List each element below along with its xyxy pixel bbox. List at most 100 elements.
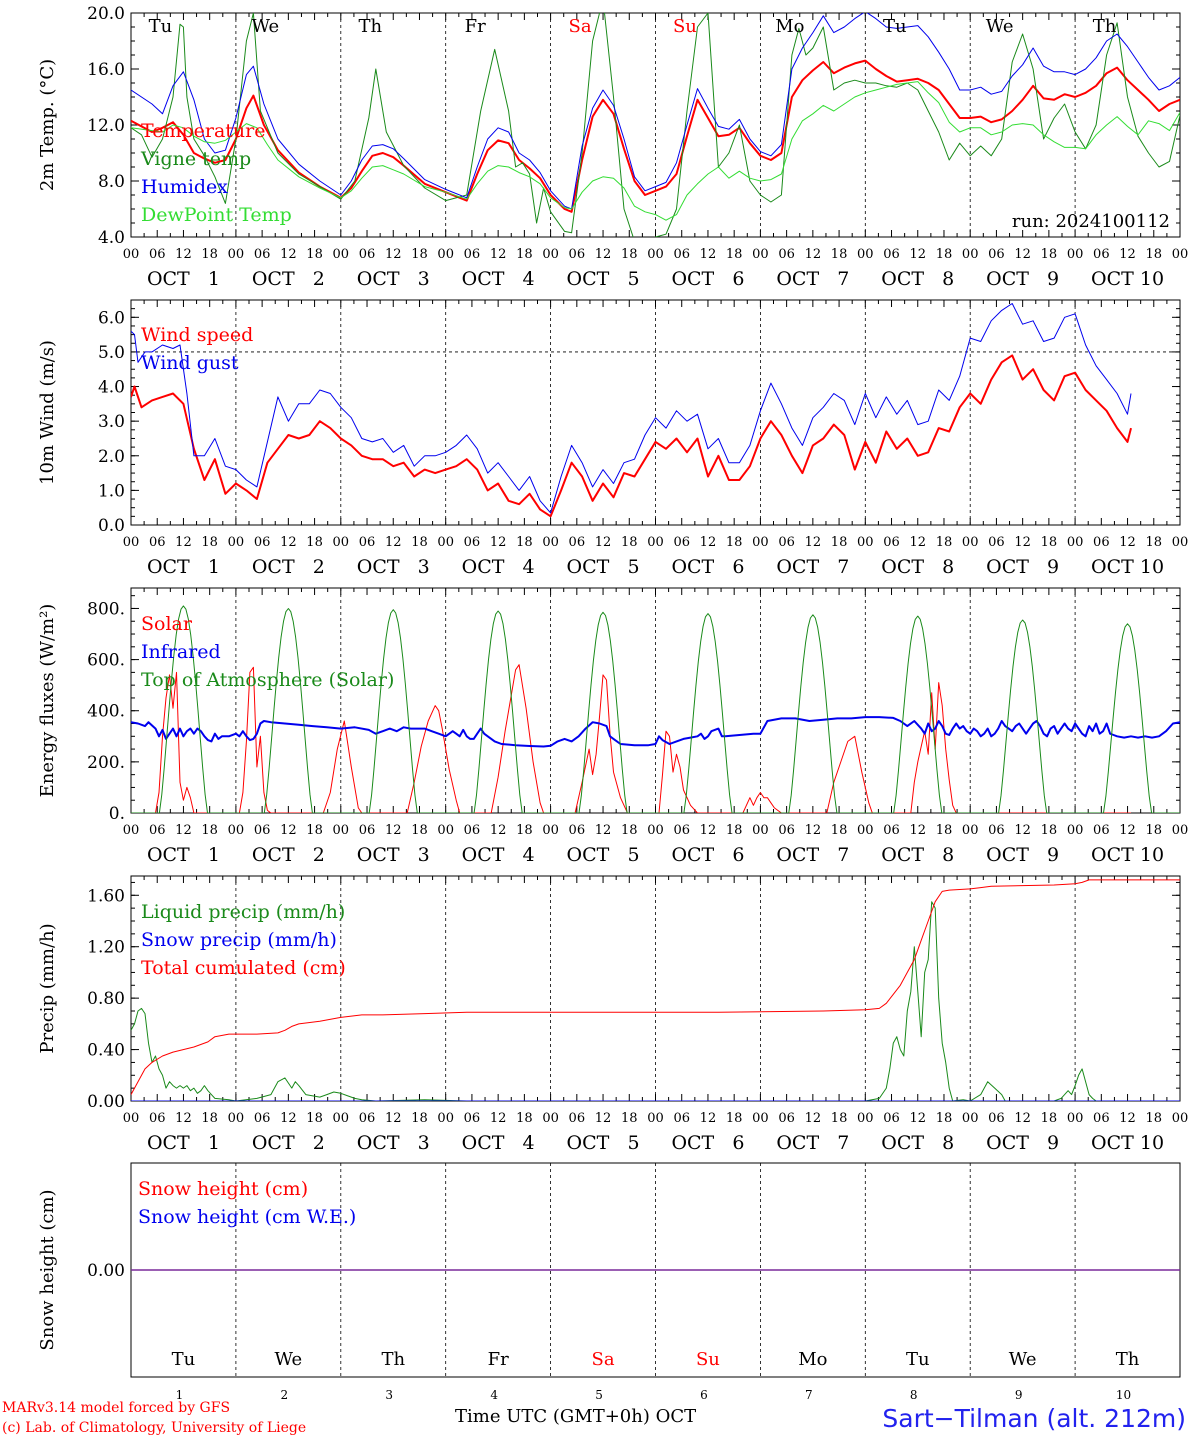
hour-tick-label: 18: [201, 1111, 218, 1126]
hour-tick-label: 12: [700, 823, 717, 838]
hour-tick-label: 00: [228, 535, 245, 550]
legend-label: Wind speed: [141, 324, 253, 346]
hour-tick-label: 06: [359, 1111, 376, 1126]
y-tick-label: 20.0: [87, 4, 125, 24]
date-label: OCT 4: [462, 844, 535, 866]
date-label: OCT 2: [252, 268, 325, 290]
y-tick-label: 0.00: [87, 1092, 125, 1112]
hour-tick-label: 12: [1014, 535, 1031, 550]
hour-tick-label: 18: [1041, 535, 1058, 550]
y-tick-label: 6.0: [98, 308, 125, 328]
hour-tick-label: 12: [805, 823, 822, 838]
date-label: OCT 5: [567, 844, 640, 866]
hour-tick-label: 18: [1146, 535, 1163, 550]
hour-tick-label: 18: [411, 823, 428, 838]
y-tick-label: 8.0: [98, 172, 125, 192]
date-label: OCT 10: [1091, 844, 1164, 866]
hour-tick-label: 06: [359, 823, 376, 838]
model-credit: MARv3.14 model forced by GFS: [2, 1400, 231, 1416]
date-label: OCT 7: [776, 556, 849, 578]
hour-tick-label: 18: [201, 823, 218, 838]
hour-tick-label: 06: [569, 1111, 586, 1126]
hour-tick-label: 00: [857, 247, 874, 262]
weekday-label: Tu: [149, 16, 173, 37]
legend-label: Wind gust: [141, 352, 239, 374]
legend-label: DewPoint Temp: [141, 204, 292, 226]
weekday-label: Su: [696, 1349, 720, 1370]
hour-tick-label: 18: [936, 535, 953, 550]
hour-tick-label: 12: [1119, 823, 1136, 838]
date-label: OCT 1: [147, 268, 220, 290]
hour-tick-label: 12: [280, 823, 297, 838]
legend-label: Top of Atmosphere (Solar): [141, 669, 394, 691]
hour-tick-label: 12: [490, 247, 507, 262]
hour-tick-label: 18: [1041, 1111, 1058, 1126]
hour-tick-label: 06: [149, 823, 166, 838]
series-line-2: [131, 13, 1180, 237]
hour-tick-label: 06: [883, 535, 900, 550]
hour-tick-label: 00: [437, 247, 454, 262]
series-line-1: [131, 354, 1132, 518]
panel-2: 0.0 1.0 2.0 3.0 4.0 5.0 6.0 10m Wind (m/s) Wind …: [37, 299, 1189, 578]
y-tick-label: 0.40: [87, 1041, 125, 1061]
panel-1: 4.0 8.0 12.0 16.0 20.0 2m Temp. (°C) Temperatu…: [37, 4, 1188, 290]
legend-label: Total cumulated (cm): [141, 957, 346, 979]
hour-tick-label: 18: [516, 247, 533, 262]
hour-tick-label: 18: [1146, 823, 1163, 838]
weekday-label: Su: [673, 16, 697, 37]
series-group: [131, 605, 1180, 813]
hour-tick-label: 18: [831, 247, 848, 262]
y-tick-label: 12.0: [87, 116, 125, 136]
hour-tick-label: 06: [988, 247, 1005, 262]
hour-tick-label: 12: [1014, 1111, 1031, 1126]
hour-tick-label: 00: [1172, 535, 1189, 550]
legend-label: Infrared: [141, 641, 221, 663]
date-label: OCT 10: [1091, 268, 1164, 290]
hour-tick-label: 00: [647, 823, 664, 838]
hour-tick-label: 00: [962, 823, 979, 838]
date-label: OCT 6: [671, 1132, 744, 1154]
hour-tick-label: 18: [621, 1111, 638, 1126]
y-tick-label: 0.0: [98, 516, 125, 536]
hour-tick-label: 00: [437, 823, 454, 838]
hour-tick-label: 12: [909, 823, 926, 838]
hour-tick-label: 00: [962, 535, 979, 550]
hour-tick-label: 00: [857, 1111, 874, 1126]
hour-tick-label: 06: [254, 823, 271, 838]
hour-tick-label: 12: [280, 1111, 297, 1126]
weekday-label: Tu: [172, 1349, 196, 1370]
weekday-label: Th: [358, 16, 382, 37]
weekday-label: Tu: [906, 1349, 930, 1370]
hour-tick-label: 06: [569, 247, 586, 262]
hour-tick-label: 00: [542, 823, 559, 838]
hour-tick-label: 00: [228, 247, 245, 262]
hour-tick-label: 06: [464, 823, 481, 838]
hour-tick-label: 06: [673, 247, 690, 262]
meteogram: 4.08.012.016.020.02m Temp. (°C) Temperatu…: [37, 4, 1189, 1400]
series-line-2: [131, 716, 1180, 748]
hour-tick-label: 18: [726, 1111, 743, 1126]
hour-tick-label: 06: [254, 535, 271, 550]
hour-tick-label: 06: [254, 1111, 271, 1126]
hour-tick-label: 12: [385, 535, 402, 550]
y-tick-label: 400.: [87, 702, 125, 722]
hour-tick-label: 00: [333, 1111, 350, 1126]
weekday-label: Fr: [488, 1349, 509, 1370]
date-label: OCT 9: [986, 268, 1059, 290]
hour-tick-label: 00: [962, 247, 979, 262]
weekday-label: Fr: [465, 16, 486, 37]
y-tick-label: 0.00: [87, 1261, 125, 1281]
date-label: OCT 5: [567, 268, 640, 290]
hour-tick-label: 18: [831, 1111, 848, 1126]
weekday-label: Mo: [798, 1349, 827, 1370]
date-label: OCT 9: [986, 844, 1059, 866]
y-tick-label: 1.0: [98, 481, 125, 501]
date-label: OCT 5: [567, 556, 640, 578]
hour-tick-label: 06: [149, 535, 166, 550]
date-label: OCT 1: [147, 1132, 220, 1154]
hour-tick-label: 00: [542, 1111, 559, 1126]
hour-tick-label: 12: [175, 247, 192, 262]
y-tick-label: 1.20: [87, 938, 125, 958]
hour-tick-label: 00: [857, 535, 874, 550]
hour-tick-label: 18: [621, 535, 638, 550]
